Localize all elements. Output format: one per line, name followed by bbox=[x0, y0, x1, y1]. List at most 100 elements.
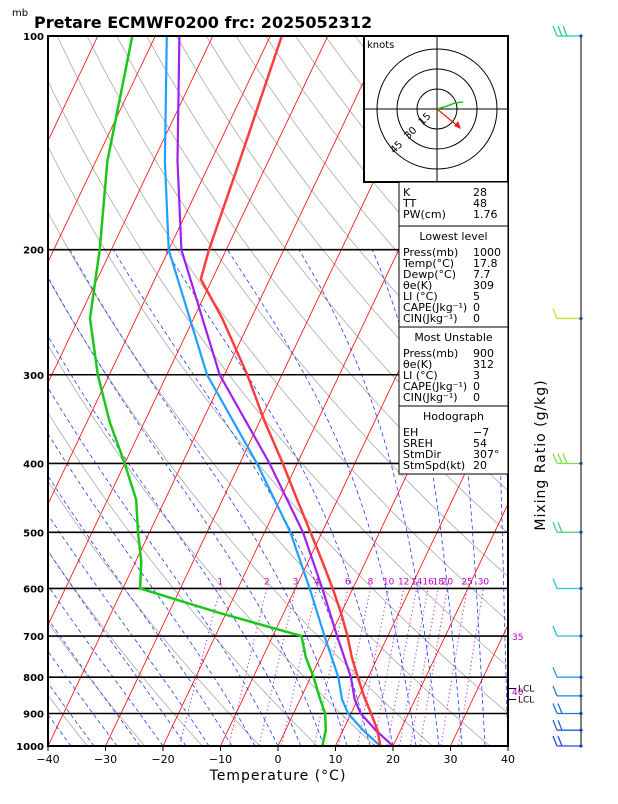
index-value: 1.76 bbox=[473, 208, 498, 221]
pressure-tick-label: 900 bbox=[23, 710, 44, 721]
mixing-ratio-label: 30 bbox=[478, 577, 490, 587]
mixing-ratio-label: 8 bbox=[368, 577, 374, 587]
mixing-ratio-label: 4 bbox=[314, 577, 320, 587]
pressure-tick-label: 700 bbox=[23, 632, 44, 643]
mixing-ratio-line bbox=[176, 589, 221, 762]
hodograph-params-row-value: 20 bbox=[473, 459, 487, 472]
x-tick-label: −30 bbox=[94, 753, 117, 766]
lowest-level-header: Lowest level bbox=[419, 230, 487, 243]
pressure-tick-label: 600 bbox=[23, 584, 44, 595]
wind-barb-flag bbox=[553, 667, 557, 677]
moist-adiabat bbox=[0, 250, 186, 746]
hodograph-params-row-label: StmSpd(kt) bbox=[403, 459, 465, 472]
x-tick-label: −10 bbox=[209, 753, 232, 766]
moist-adiabat bbox=[165, 250, 393, 746]
moist-adiabat bbox=[0, 250, 278, 746]
dry-adiabat bbox=[0, 36, 216, 761]
moist-adiabat bbox=[70, 250, 347, 746]
x-tick-label: 40 bbox=[501, 753, 515, 766]
mixing-ratio-line bbox=[418, 589, 448, 762]
x-tick-label: 30 bbox=[444, 753, 458, 766]
wind-barb-point bbox=[579, 694, 582, 697]
wind-barb-point bbox=[579, 634, 582, 637]
mixing-ratio-label: 25 bbox=[461, 577, 472, 587]
dry-adiabat bbox=[0, 36, 158, 761]
wind-barb-point bbox=[579, 531, 582, 534]
mixing-ratio-label: 14 bbox=[411, 577, 423, 587]
x-tick-label: −20 bbox=[151, 753, 174, 766]
mixing-ratio-line bbox=[385, 589, 417, 762]
mixing-ratio-label: 20 bbox=[442, 577, 454, 587]
wind-barb-flag bbox=[553, 626, 557, 636]
moist-adiabat bbox=[0, 250, 255, 746]
most-unstable-header: Most Unstable bbox=[414, 331, 493, 344]
wind-barb-point bbox=[579, 744, 582, 747]
mixing-ratio-line bbox=[256, 589, 296, 762]
chart-title: Pretare ECMWF0200 frc: 2025052312 bbox=[34, 13, 372, 32]
x-axis-label: Temperature (°C) bbox=[209, 768, 347, 784]
wind-barb-point bbox=[579, 587, 582, 590]
isotherm bbox=[501, 20, 618, 761]
most-unstable-row-label: CIN(Jkg⁻¹) bbox=[403, 391, 458, 404]
x-tick-label: −40 bbox=[36, 753, 59, 766]
mixing-ratio-line bbox=[278, 589, 317, 762]
dewpoint-line bbox=[90, 36, 326, 746]
pressure-tick-label: 500 bbox=[23, 528, 44, 539]
lcl-label: LCL bbox=[518, 695, 534, 705]
x-tick-label: 20 bbox=[386, 753, 400, 766]
wind-barb-flag bbox=[558, 720, 562, 730]
most-unstable-row-value: 0 bbox=[473, 391, 480, 404]
dry-adiabat bbox=[0, 36, 333, 761]
mixing-ratio-line bbox=[355, 589, 389, 762]
lowest-level-row-value: 0 bbox=[473, 312, 480, 325]
moist-adiabat bbox=[0, 250, 71, 746]
hodograph-units-label: knots bbox=[367, 40, 394, 51]
wind-barb-flag bbox=[553, 26, 557, 36]
wind-barb-flag bbox=[558, 26, 562, 36]
theta-e-label: 35 bbox=[512, 633, 523, 643]
lcl-label: LCL bbox=[518, 685, 534, 695]
wind-barb-point bbox=[579, 712, 582, 715]
wind-barb-flag bbox=[553, 453, 557, 463]
pressure-tick-label: 400 bbox=[23, 459, 44, 470]
moist-adiabat bbox=[0, 250, 232, 746]
wind-barb-point bbox=[579, 34, 582, 37]
mixing-ratio-label: 10 bbox=[383, 577, 395, 587]
pressure-tick-label: 800 bbox=[23, 673, 44, 684]
wind-barb-flag bbox=[558, 453, 562, 463]
x-tick-label: 10 bbox=[329, 753, 343, 766]
x-tick-label: 0 bbox=[275, 753, 282, 766]
dry-adiabat bbox=[0, 36, 391, 761]
dry-adiabat bbox=[0, 36, 100, 761]
pressure-unit-label: mb bbox=[12, 8, 28, 19]
wind-barb-flag bbox=[553, 309, 557, 319]
lowest-level-row-label: CIN(Jkg⁻¹) bbox=[403, 312, 458, 325]
wind-barb-point bbox=[579, 729, 582, 732]
wind-barb-flag bbox=[558, 736, 562, 746]
mixing-ratio-label: 6 bbox=[345, 577, 351, 587]
wind-barb-flag bbox=[553, 686, 557, 696]
wind-barb-flag bbox=[563, 453, 567, 463]
pressure-tick-label: 200 bbox=[23, 246, 44, 257]
mixing-ratio-label: 2 bbox=[264, 577, 270, 587]
wind-barb-flag bbox=[558, 704, 562, 714]
mixing-ratio-label: 12 bbox=[398, 577, 409, 587]
wind-barb-flag bbox=[553, 522, 557, 532]
moist-adiabat bbox=[33, 250, 324, 746]
wind-barb-flag bbox=[553, 736, 557, 746]
mixing-ratio-axis-label: Mixing Ratio (g/kg) bbox=[533, 379, 549, 530]
mixing-ratio-label: 1 bbox=[217, 577, 223, 587]
mixing-ratio-line bbox=[456, 589, 483, 762]
isotherm bbox=[0, 20, 48, 761]
index-label: PW(cm) bbox=[403, 208, 446, 221]
wind-barb-flag bbox=[553, 720, 557, 730]
wind-barb-point bbox=[579, 317, 582, 320]
wind-barb-point bbox=[579, 676, 582, 679]
wind-barb-point bbox=[579, 462, 582, 465]
hodograph-params-header: Hodograph bbox=[423, 410, 484, 423]
isotherm bbox=[0, 20, 105, 761]
pressure-tick-label: 300 bbox=[23, 371, 44, 382]
wind-barb-flag bbox=[563, 26, 567, 36]
pressure-tick-label: 1000 bbox=[16, 742, 44, 753]
